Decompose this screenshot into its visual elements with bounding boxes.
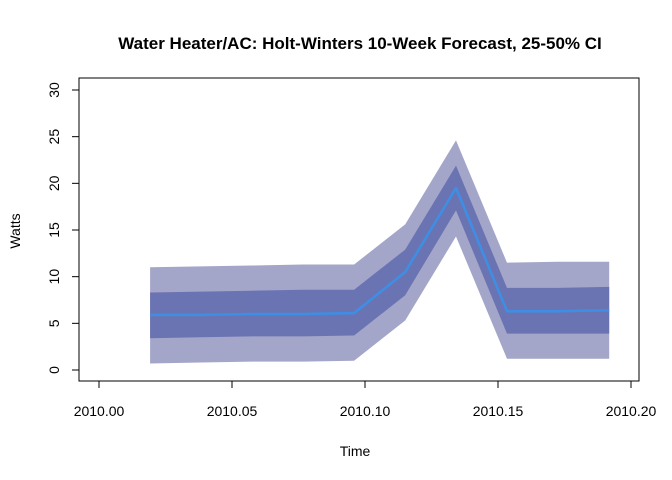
- y-tick-label: 20: [46, 175, 62, 191]
- x-tick-label: 2010.15: [473, 403, 524, 419]
- y-axis: 0 5 10 15 20 25 30: [46, 82, 80, 374]
- y-axis-label: Watts: [7, 213, 23, 248]
- x-axis: 2010.00 2010.05 2010.10 2010.15 2010.20: [74, 380, 657, 419]
- ci-bands: [150, 140, 610, 364]
- y-tick-label: 25: [46, 129, 62, 145]
- forecast-lines: [150, 186, 610, 317]
- chart-title: Water Heater/AC: Holt-Winters 10-Week Fo…: [118, 34, 602, 53]
- x-tick-label: 2010.10: [340, 403, 391, 419]
- y-tick-label: 5: [46, 319, 62, 327]
- band-ci25: [150, 165, 610, 339]
- y-tick-label: 30: [46, 82, 62, 98]
- x-tick-label: 2010.05: [207, 403, 258, 419]
- line-forecast: [150, 186, 610, 317]
- x-tick-label: 2010.00: [74, 403, 125, 419]
- y-tick-label: 15: [46, 222, 62, 238]
- x-tick-label: 2010.20: [606, 403, 657, 419]
- y-tick-label: 10: [46, 269, 62, 285]
- x-axis-label: Time: [340, 443, 371, 459]
- y-tick-label: 0: [46, 366, 62, 374]
